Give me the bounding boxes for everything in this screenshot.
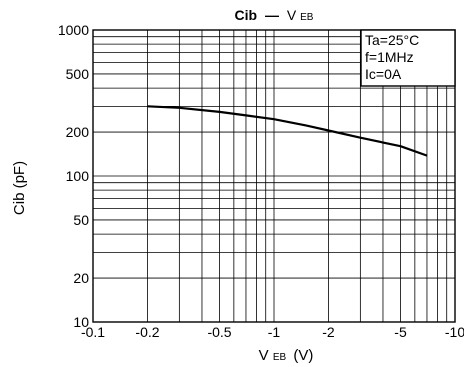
x-axis-label: V EB (V) — [259, 347, 314, 364]
title-symbol: V — [287, 7, 297, 23]
condition-temperature: Ta=25°C — [365, 32, 419, 48]
plot-frame — [92, 29, 456, 323]
title-dash: — — [265, 7, 279, 23]
x-tick-label: -0.5 — [207, 324, 231, 340]
y-tick-label: 100 — [66, 168, 90, 184]
x-tick-label: -0.1 — [81, 324, 105, 340]
y-tick-label: 50 — [73, 212, 89, 228]
title-main: Cib — [235, 7, 258, 23]
x-axis-subscript: EB — [273, 352, 287, 363]
conditions-frame — [360, 29, 456, 87]
x-tick-label: -0.2 — [135, 324, 159, 340]
y-tick-label: 500 — [66, 66, 90, 82]
x-tick-label: -2 — [322, 324, 335, 340]
y-tick-label: 1000 — [58, 22, 89, 38]
series-line — [147, 105, 428, 157]
y-tick-label: 20 — [73, 270, 89, 286]
tick-labels: -0.1 -0.2 -0.5 -1 -2 -5 -10 10 20 50 100 200 500 1000 — [58, 22, 464, 340]
x-axis-symbol: V — [259, 347, 269, 364]
chart-title: Cib — V EB — [235, 7, 314, 23]
title-subscript: EB — [300, 12, 314, 23]
y-axis-label: Cib (pF) — [11, 161, 28, 215]
condition-frequency: f=1MHz — [365, 49, 414, 65]
series-group — [147, 105, 428, 157]
x-tick-label: -5 — [394, 324, 407, 340]
x-tick-label: -10 — [445, 324, 464, 340]
y-tick-label: 10 — [73, 314, 89, 330]
y-tick-label: 200 — [66, 124, 90, 140]
condition-collector-current: Ic=0A — [365, 66, 402, 82]
x-axis-unit: (V) — [293, 347, 313, 364]
x-tick-label: -1 — [268, 324, 281, 340]
conditions-box: Ta=25°C f=1MHz Ic=0A — [360, 29, 456, 87]
